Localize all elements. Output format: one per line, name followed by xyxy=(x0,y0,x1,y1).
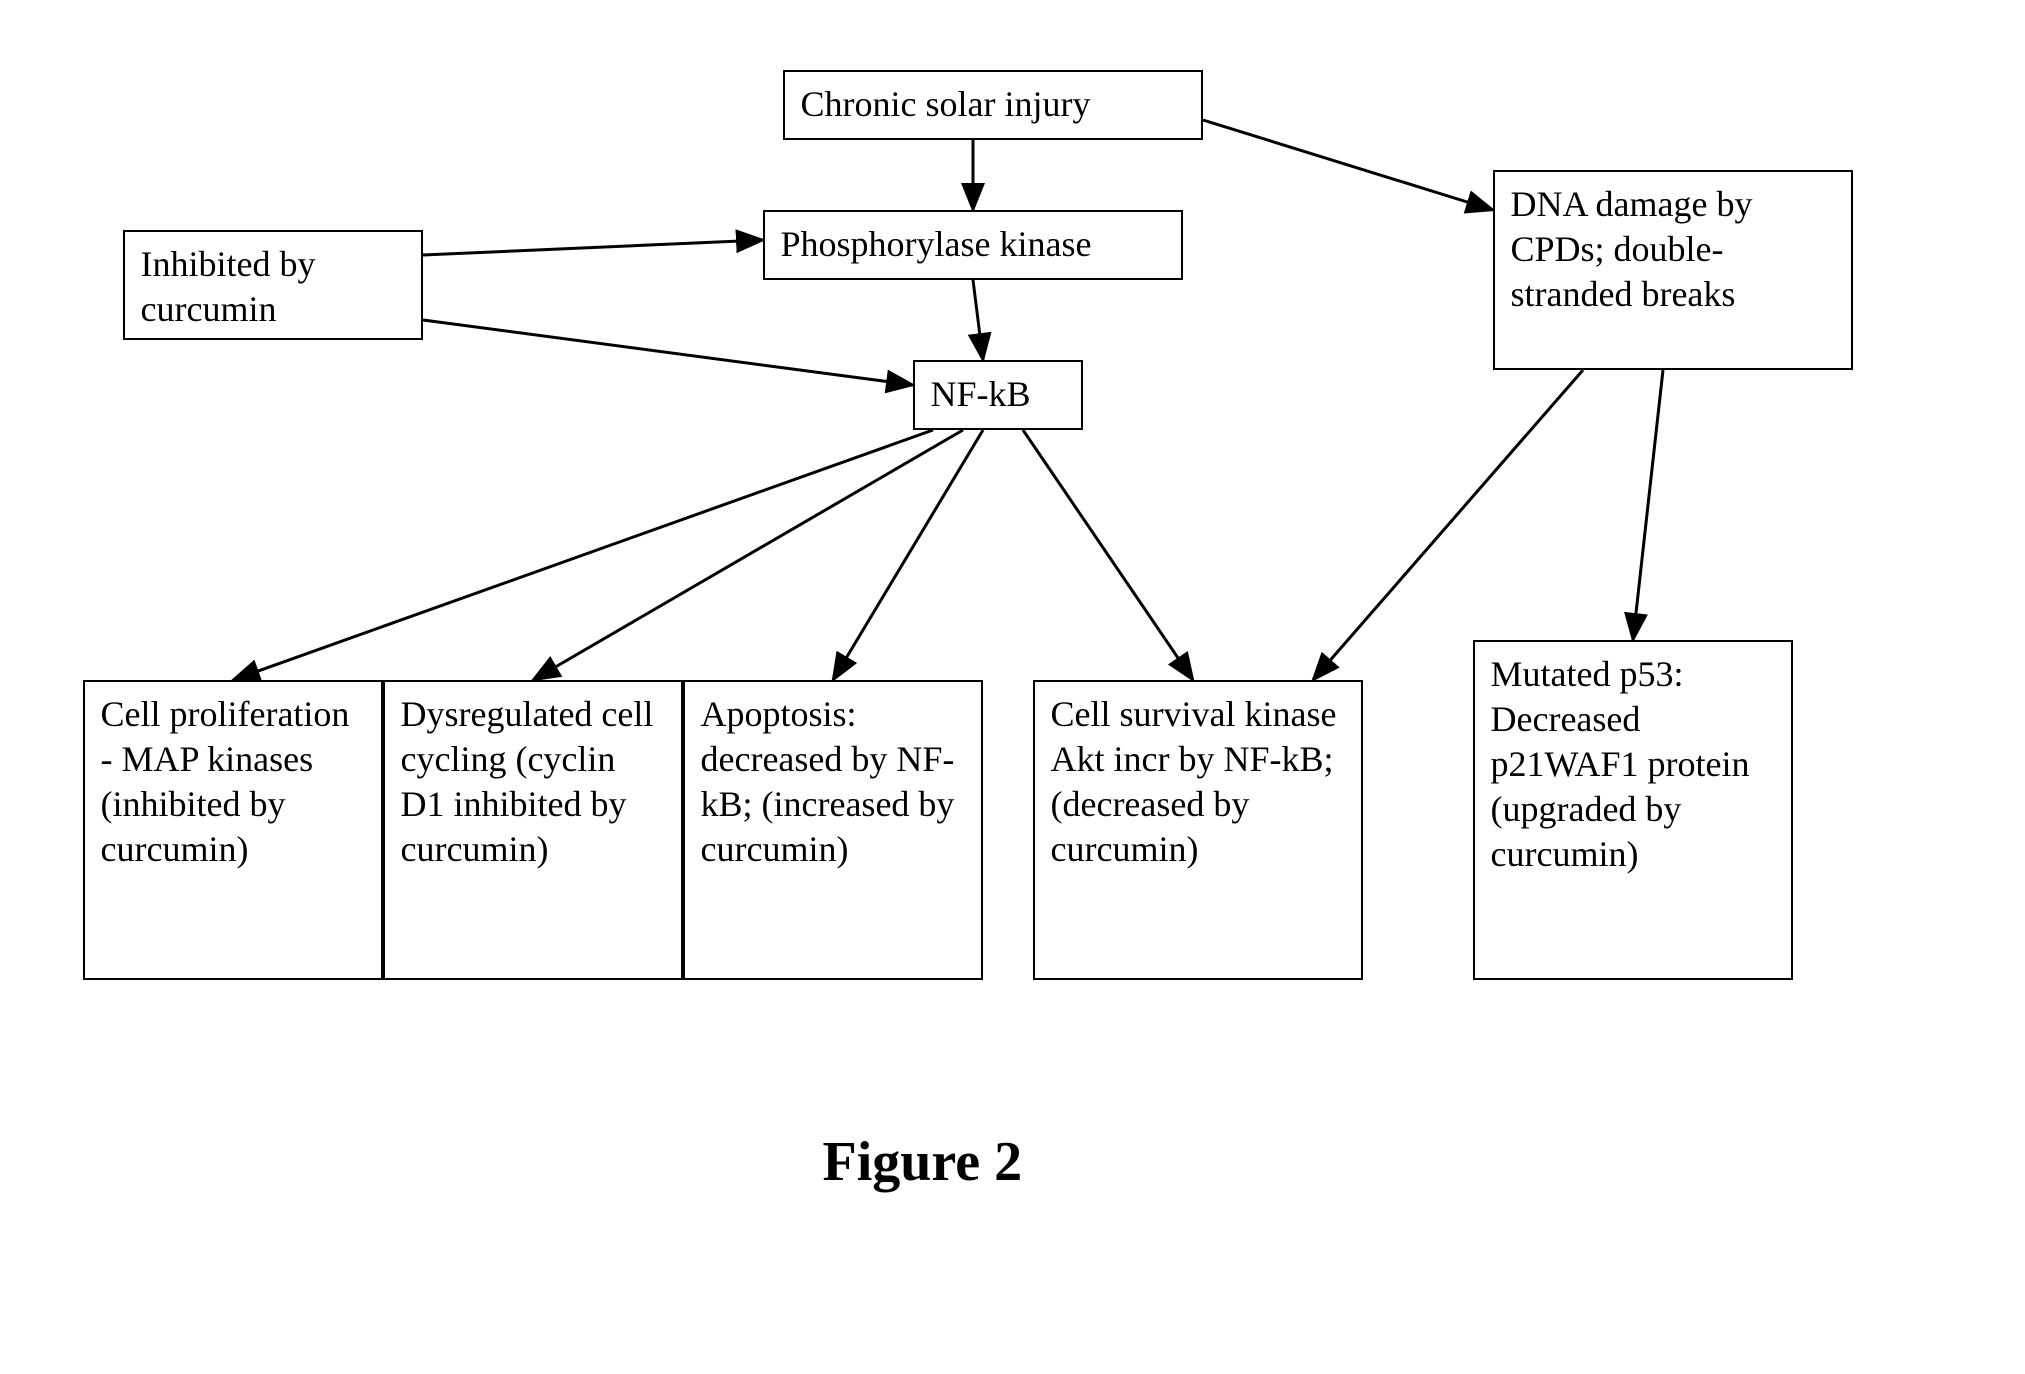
node-cell-survival-akt: Cell survival kinase Akt incr by NF-kB; … xyxy=(1033,680,1363,980)
node-nfkb: NF-kB xyxy=(913,360,1083,430)
node-chronic-solar-injury: Chronic solar injury xyxy=(783,70,1203,140)
node-mutated-p53: Mutated p53: Decreased p21WAF1 protein (… xyxy=(1473,640,1793,980)
figure-caption: Figure 2 xyxy=(823,1130,1023,1194)
node-cell-proliferation: Cell proliferation - MAP kinases (inhibi… xyxy=(83,680,383,980)
edge-nfkb-to-out4 xyxy=(1023,430,1193,680)
node-phosphorylase-kinase: Phosphorylase kinase xyxy=(763,210,1183,280)
edge-nfkb-to-out2 xyxy=(533,430,963,680)
edge-dna-to-out5 xyxy=(1633,370,1663,640)
edge-nfkb-to-out3 xyxy=(833,430,983,680)
edge-inhibited-to-phk xyxy=(423,240,763,255)
node-dna-damage: DNA damage by CPDs; double-stranded brea… xyxy=(1493,170,1853,370)
edge-phk-to-nfkb xyxy=(973,280,983,360)
node-apoptosis: Apoptosis: decreased by NF-kB; (increase… xyxy=(683,680,983,980)
node-dysregulated-cell-cycling: Dysregulated cell cycling (cyclin D1 inh… xyxy=(383,680,683,980)
edge-chronic-to-dna xyxy=(1203,120,1493,210)
node-inhibited-by-curcumin: Inhibited by curcumin xyxy=(123,230,423,340)
edge-inhibited-to-nfkb xyxy=(423,320,913,385)
edge-nfkb-to-out1 xyxy=(233,430,933,680)
flowchart-container: Chronic solar injury Inhibited by curcum… xyxy=(63,40,1963,1240)
edge-dna-to-out4 xyxy=(1313,370,1583,680)
